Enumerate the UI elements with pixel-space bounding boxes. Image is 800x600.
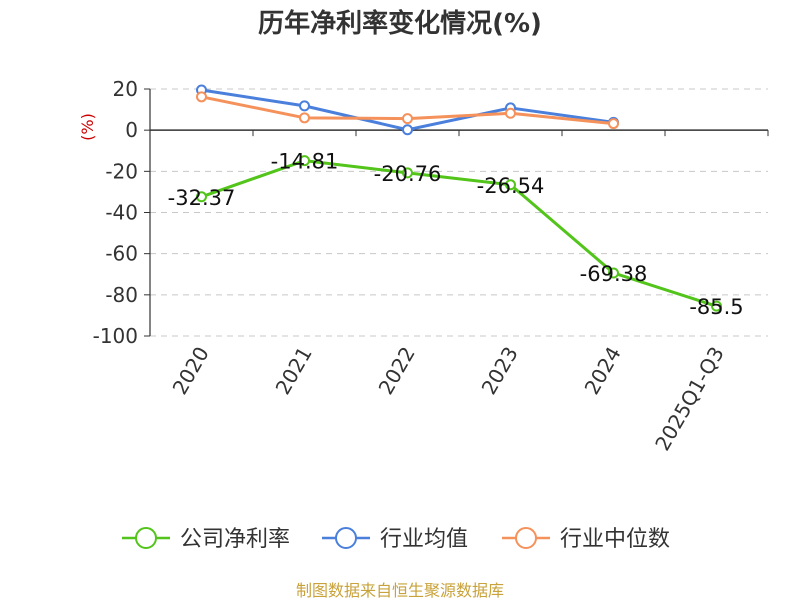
data-labels: -32.37 -14.81 -20.76 -26.54 -69.38 -85.5 (168, 150, 744, 320)
legend-swatch-marker (515, 527, 537, 549)
data-label: -69.38 (580, 262, 648, 286)
data-point (402, 167, 413, 179)
data-point (196, 191, 207, 203)
chart-title: 历年净利率变化情况(%) (258, 8, 542, 39)
footer-source: 制图数据来自恒生聚源数据库 (296, 581, 504, 600)
y-axis-label: (%) (78, 113, 97, 141)
data-point (608, 118, 619, 130)
data-label: -26.54 (477, 174, 545, 198)
legend-label: 行业均值 (380, 527, 468, 552)
x-tick-label: 2025Q1-Q3 (650, 343, 729, 455)
y-tick-label: -20 (105, 159, 138, 183)
x-tick-label: 2024 (580, 343, 626, 399)
data-point (402, 124, 413, 136)
data-point (711, 300, 722, 312)
legend-swatch-marker (335, 527, 357, 549)
x-tick-label: 2020 (168, 343, 214, 399)
data-point (505, 107, 516, 119)
axes (144, 88, 769, 337)
data-point (299, 100, 310, 112)
y-tick-label: -40 (105, 201, 138, 225)
y-tick-labels: 20 0 -20 -40 -60 -80 -100 (93, 77, 138, 348)
data-label: -20.76 (374, 162, 442, 186)
legend-swatch-marker (135, 527, 157, 549)
legend-label: 公司净利率 (180, 527, 290, 552)
x-tick-label: 2023 (477, 343, 523, 399)
legend-label: 行业中位数 (560, 527, 670, 552)
y-tick-label: -60 (105, 242, 138, 266)
series-group (196, 84, 722, 312)
x-tick-labels: 2020 2021 2022 2023 2024 2025Q1-Q3 (168, 343, 729, 455)
legend: 公司净利率 行业均值 行业中位数 (122, 527, 670, 552)
y-tick-label: 0 (125, 118, 138, 142)
x-tick-label: 2022 (374, 343, 420, 399)
x-tick-label: 2021 (271, 343, 317, 399)
y-tick-label: -80 (105, 283, 138, 307)
data-label: -32.37 (168, 186, 236, 210)
series-line-0 (201, 159, 717, 308)
data-point (299, 155, 310, 167)
y-tick-label: 20 (113, 77, 138, 101)
grid-lines (150, 88, 768, 337)
data-point (196, 91, 207, 103)
data-point (299, 112, 310, 124)
data-point (608, 267, 619, 279)
y-tick-label: -100 (93, 324, 138, 348)
data-label: -85.5 (689, 295, 743, 319)
data-label: -14.81 (271, 150, 339, 174)
data-point (505, 179, 516, 191)
data-point (402, 113, 413, 125)
